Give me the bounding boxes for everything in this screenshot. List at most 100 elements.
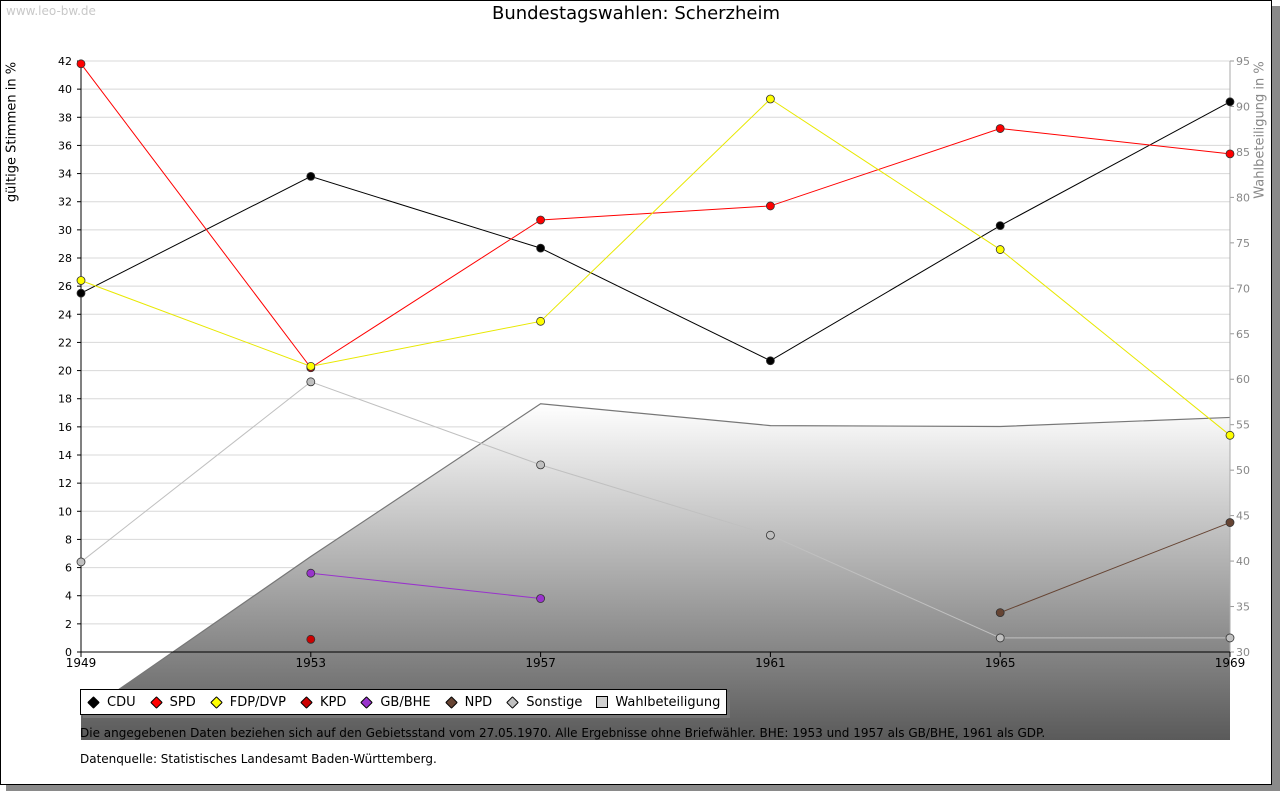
y-axis-left-label: gültige Stimmen in % xyxy=(4,61,20,203)
turnout-line xyxy=(80,403,1231,717)
data-point-sonstige xyxy=(766,530,775,540)
data-point-fdp-dvp xyxy=(1225,430,1235,440)
y-tick-label: 14 xyxy=(58,449,72,462)
data-point-sonstige xyxy=(1225,633,1235,643)
legend-item-fdp-dvp: FDP/DVP xyxy=(209,694,286,710)
y-tick-label: 18 xyxy=(58,393,72,406)
legend-label: SPD xyxy=(169,694,196,710)
data-point-fdp-dvp xyxy=(536,316,545,326)
y2-tick-label: 40 xyxy=(1236,555,1250,568)
x-tick-label: 1949 xyxy=(66,656,97,670)
data-point-cdu xyxy=(76,288,86,298)
y-axis-right-label: Wahlbeteiligung in % xyxy=(1252,61,1268,199)
data-point-cdu xyxy=(1225,97,1235,107)
y-tick-label: 20 xyxy=(58,365,72,378)
series-line-fdp-dvp xyxy=(80,98,1231,436)
y-tick-label: 30 xyxy=(58,224,72,237)
y2-tick-label: 65 xyxy=(1236,328,1250,341)
x-tick-label: 1957 xyxy=(525,656,556,670)
legend-label: KPD xyxy=(319,694,347,710)
y2-tick-label: 90 xyxy=(1236,100,1250,113)
data-point-kpd xyxy=(306,634,316,644)
data-point-fdp-dvp xyxy=(76,276,86,285)
data-point-spd xyxy=(995,124,1005,133)
legend-label: FDP/DVP xyxy=(229,694,286,710)
y2-tick-label: 45 xyxy=(1236,510,1250,523)
y2-tick-label: 60 xyxy=(1236,373,1250,386)
y-tick-label: 32 xyxy=(58,196,72,209)
y-tick-label: 42 xyxy=(58,55,72,68)
legend-label: GB/BHE xyxy=(380,694,431,710)
legend-item-gb-bhe: GB/BHE xyxy=(360,694,431,710)
data-point-npd xyxy=(995,608,1005,617)
legend-label: CDU xyxy=(107,694,136,710)
y-tick-label: 10 xyxy=(58,505,72,518)
data-point-gb-bhe xyxy=(536,594,545,603)
y2-tick-label: 75 xyxy=(1236,237,1250,250)
y-tick-label: 22 xyxy=(58,336,72,349)
legend-marker xyxy=(87,695,100,709)
data-point-spd xyxy=(536,215,545,225)
data-point-spd xyxy=(1225,149,1235,159)
data-point-cdu xyxy=(536,243,545,253)
data-point-fdp-dvp xyxy=(766,94,775,104)
data-point-fdp-dvp xyxy=(306,361,316,371)
y-tick-label: 6 xyxy=(65,562,72,575)
legend-label: Sonstige xyxy=(526,694,583,710)
data-point-sonstige xyxy=(536,460,545,470)
data-source: Datenquelle: Statistisches Landesamt Bad… xyxy=(80,752,437,766)
legend-marker xyxy=(444,695,458,709)
data-point-sonstige xyxy=(995,633,1005,643)
y-tick-label: 0 xyxy=(65,646,72,659)
series-line-cdu xyxy=(80,101,1231,362)
legend-label: NPD xyxy=(464,694,493,710)
legend-item-sonstige: Sonstige xyxy=(506,695,582,710)
y-tick-label: 2 xyxy=(65,618,72,631)
legend-marker xyxy=(209,695,223,709)
data-point-npd xyxy=(1225,518,1235,527)
y-tick-label: 38 xyxy=(58,111,72,124)
y-tick-label: 28 xyxy=(58,252,72,265)
y2-tick-label: 80 xyxy=(1236,191,1250,204)
legend-marker xyxy=(149,695,163,709)
y-tick-label: 24 xyxy=(58,308,72,321)
data-point-sonstige xyxy=(306,377,316,387)
legend-marker xyxy=(360,695,374,709)
chart-title: Bundestagswahlen: Scherzheim xyxy=(491,3,781,24)
data-point-sonstige xyxy=(76,557,86,567)
legend-item-npd: NPD xyxy=(444,694,493,710)
x-tick-label: 1965 xyxy=(985,656,1016,670)
chart-legend: CDU SPD FDP/DVP KPD GB/BHE NPD Sonstige Wahlbet… xyxy=(80,689,728,715)
series-line-gb-bhe xyxy=(310,572,541,600)
data-point-cdu xyxy=(766,356,775,366)
y-tick-label: 34 xyxy=(58,168,72,181)
legend-marker xyxy=(300,695,313,709)
data-note: Die angegebenen Daten beziehen sich auf … xyxy=(80,726,1046,740)
x-tick-label: 1953 xyxy=(296,656,327,670)
y2-tick-label: 85 xyxy=(1236,146,1250,159)
legend-item-spd: SPD xyxy=(149,694,196,710)
y-tick-label: 8 xyxy=(65,533,72,546)
legend-marker xyxy=(596,696,609,708)
y-tick-label: 4 xyxy=(65,590,72,603)
series-line-spd xyxy=(80,63,1231,369)
legend-item-wahlbeteiligung: Wahlbeteiligung xyxy=(596,695,720,710)
x-tick-label: 1969 xyxy=(1215,656,1246,670)
y-tick-label: 36 xyxy=(58,139,72,152)
y-tick-label: 40 xyxy=(58,83,72,96)
legend-item-cdu: CDU xyxy=(87,695,136,710)
data-point-cdu xyxy=(995,221,1005,231)
data-point-spd xyxy=(76,59,86,69)
frame-shadow-right xyxy=(1272,6,1280,791)
data-point-fdp-dvp xyxy=(995,245,1005,254)
y-tick-label: 12 xyxy=(58,477,72,490)
frame-shadow-bottom xyxy=(6,785,1280,791)
y2-tick-label: 50 xyxy=(1236,464,1250,477)
y-tick-label: 16 xyxy=(58,421,72,434)
legend-marker xyxy=(506,695,520,709)
x-tick-label: 1961 xyxy=(755,656,786,670)
data-point-gb-bhe xyxy=(306,568,316,578)
watermark: www.leo-bw.de xyxy=(6,4,96,18)
data-point-cdu xyxy=(306,171,316,181)
